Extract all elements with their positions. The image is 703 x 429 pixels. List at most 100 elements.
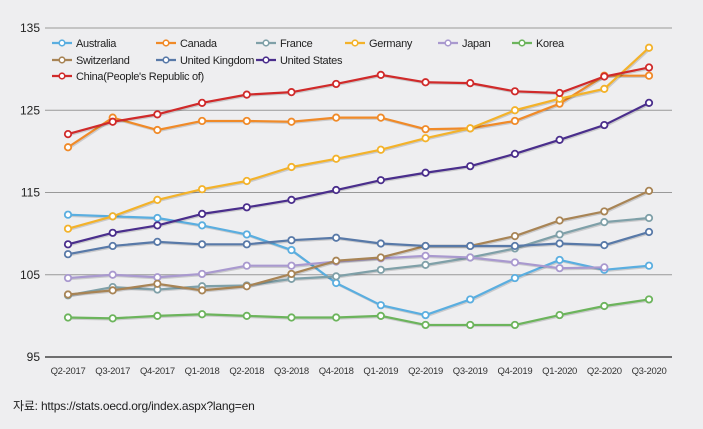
- x-tick-label: Q3-2019: [453, 366, 488, 377]
- legend-item: Japan: [438, 38, 491, 50]
- data-point: [466, 79, 475, 88]
- data-point: [600, 263, 609, 272]
- series-shadow: [68, 47, 651, 231]
- data-point: [287, 88, 296, 97]
- legend-swatch-marker: [58, 56, 66, 64]
- data-point: [108, 270, 117, 279]
- data-point: [287, 236, 296, 245]
- data-point: [332, 113, 341, 122]
- data-point: [510, 87, 520, 96]
- data-point: [600, 72, 609, 81]
- data-point: [242, 116, 251, 126]
- data-point: [421, 320, 430, 330]
- data-point: [332, 272, 341, 281]
- data-point: [63, 224, 73, 233]
- legend-item: Korea: [512, 38, 565, 50]
- data-point: [153, 125, 162, 135]
- data-point: [421, 78, 430, 87]
- data-point: [421, 125, 430, 134]
- data-point: [197, 310, 207, 319]
- data-point: [421, 260, 430, 269]
- series-china-people-s-republic-of: [63, 63, 654, 139]
- legend-label: Japan: [462, 38, 491, 50]
- data-point: [376, 70, 385, 79]
- data-point: [376, 145, 385, 154]
- gridlines: [45, 27, 672, 358]
- legend-swatch-marker: [162, 56, 170, 64]
- data-point: [466, 241, 475, 251]
- legend: Australia Canada France Germany Japan Korea Sw…: [52, 38, 565, 83]
- data-point: [63, 143, 73, 152]
- series-lines: [63, 43, 654, 330]
- data-point: [287, 245, 296, 255]
- data-point: [600, 120, 609, 130]
- legend-swatch-marker: [262, 56, 270, 64]
- x-tick-label: Q2-2020: [587, 366, 622, 377]
- series-line: [67, 230, 650, 256]
- series-germany: [63, 43, 654, 233]
- data-point: [332, 278, 341, 288]
- data-point: [510, 231, 520, 241]
- data-point: [644, 43, 654, 52]
- data-point: [242, 311, 251, 320]
- legend-item: China(People's Republic of): [52, 71, 204, 83]
- x-tick-label: Q2-2018: [229, 366, 264, 377]
- legend-label: United Kingdom: [180, 55, 254, 67]
- legend-swatch-marker: [262, 39, 270, 47]
- data-point: [376, 239, 385, 248]
- series-united-kingdom: [63, 227, 654, 259]
- data-point: [153, 221, 162, 230]
- legend-label: Korea: [536, 38, 565, 50]
- series-shadow: [68, 102, 651, 247]
- data-point: [466, 124, 475, 133]
- legend-item: Switzerland: [52, 55, 130, 67]
- data-point: [600, 241, 609, 250]
- data-point: [421, 168, 430, 177]
- data-point: [421, 241, 430, 251]
- legend-label: Canada: [180, 38, 218, 50]
- source-note: 자료: https://stats.oecd.org/index.aspx?la…: [13, 399, 255, 413]
- data-point: [555, 230, 564, 239]
- x-tick-label: Q1-2020: [542, 366, 577, 377]
- y-tick-label: 95: [27, 350, 41, 364]
- data-point: [63, 273, 73, 283]
- data-point: [510, 149, 520, 158]
- x-tick-label: Q1-2018: [185, 366, 220, 377]
- x-tick-label: Q3-2017: [95, 366, 130, 377]
- data-point: [287, 261, 296, 270]
- legend-label: China(People's Republic of): [76, 71, 204, 83]
- legend-item: United States: [256, 55, 343, 67]
- data-point: [644, 227, 654, 237]
- data-point: [197, 269, 207, 279]
- data-point: [108, 228, 117, 237]
- series-line: [67, 101, 650, 246]
- data-point: [376, 253, 385, 262]
- y-tick-label: 135: [20, 21, 40, 35]
- y-axis-ticks: 135 125 115 105 95: [20, 21, 40, 364]
- data-point: [555, 310, 564, 320]
- data-point: [287, 117, 296, 126]
- data-point: [242, 261, 251, 270]
- data-point: [421, 310, 430, 320]
- x-tick-label: Q1-2019: [363, 366, 398, 377]
- data-point: [197, 116, 207, 126]
- data-point: [153, 237, 162, 246]
- series-united-states: [63, 98, 654, 249]
- data-point: [108, 241, 117, 251]
- data-point: [153, 311, 162, 320]
- x-tick-label: Q2-2019: [408, 366, 443, 377]
- data-point: [197, 286, 207, 295]
- data-point: [332, 79, 341, 89]
- series-line: [67, 216, 650, 297]
- series-line: [67, 298, 650, 327]
- series-line: [67, 189, 650, 296]
- data-point: [555, 239, 564, 248]
- data-point: [153, 110, 162, 119]
- data-point: [153, 213, 162, 223]
- data-point: [555, 216, 564, 225]
- data-point: [197, 185, 207, 194]
- data-point: [108, 212, 117, 221]
- data-point: [644, 295, 654, 304]
- y-tick-label: 105: [20, 268, 40, 282]
